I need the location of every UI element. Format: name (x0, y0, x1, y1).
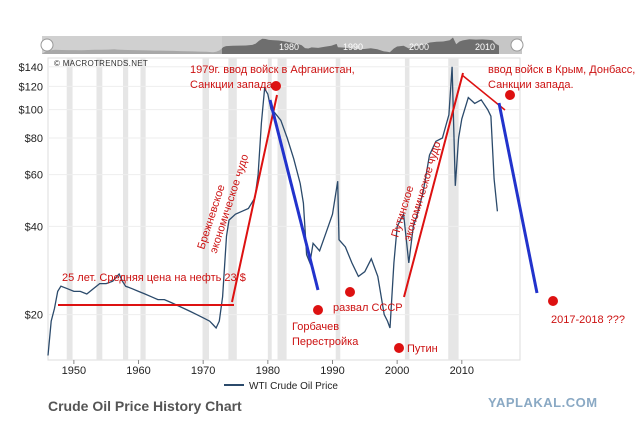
crimea-label-1: ввод войск в Крым, Донбасс, (488, 64, 635, 76)
dot-afganistan (271, 81, 281, 91)
decline-trend-1980s (268, 99, 320, 291)
x-tick-label: 1990 (320, 365, 344, 377)
dot-crimea (505, 90, 515, 100)
y-tick-label: $60 (25, 170, 43, 182)
gorbachev-label-1: Горбачев (292, 321, 339, 333)
x-tick-label: 2000 (385, 365, 409, 377)
navigator-handle-right[interactable] (510, 38, 524, 52)
putin-trend-line (403, 72, 464, 298)
dot-putin (394, 343, 404, 353)
gorbachev-label-2: Перестройка (292, 336, 359, 348)
legend-label: WTI Crude Oil Price (249, 381, 338, 392)
avg-price-label: 25 лет. Средняя цена на нефть 23 $ (62, 272, 246, 284)
y-tick-label: $120 (19, 81, 43, 93)
afgan-label-2: Санкции запада. (190, 79, 276, 91)
x-tick-label: 2010 (450, 365, 474, 377)
recession-band (228, 58, 237, 360)
watermark: YAPLAKAL.COM (488, 395, 598, 410)
nav-tick-1990: 1990 (343, 42, 363, 52)
afgan-label-1: 1979г. ввод войск в Афганистан, (190, 64, 355, 76)
dot-gorbachev (313, 305, 323, 315)
dot-ussr-collapse (345, 287, 355, 297)
ussr-label: развал СССР (333, 302, 403, 314)
putin-dot-label: Путин (407, 343, 438, 355)
y-tick-label: $80 (25, 133, 43, 145)
x-tick-label: 1970 (191, 365, 215, 377)
x-tick-label: 1960 (126, 365, 150, 377)
decline-trend-2014 (497, 102, 539, 294)
brezhnev-trend-line (231, 94, 278, 303)
source-label: © MACROTRENDS.NET (54, 59, 148, 68)
recession-band (404, 58, 410, 360)
y-tick-label: $20 (25, 310, 43, 322)
navigator: 1980 1990 2000 2010 (40, 36, 524, 54)
recession-band (66, 58, 73, 360)
navigator-shade (42, 36, 222, 54)
dot-forecast (548, 296, 558, 306)
legend: WTI Crude Oil Price (224, 381, 338, 392)
navigator-area (42, 37, 499, 54)
x-tick-label: 1980 (256, 365, 280, 377)
recession-band (96, 58, 103, 360)
y-tick-label: $100 (19, 105, 43, 117)
nav-tick-2000: 2000 (409, 42, 429, 52)
y-tick-label: $140 (19, 62, 43, 74)
nav-tick-2010: 2010 (475, 42, 495, 52)
x-axis: 1950 1960 1970 1980 1990 2000 2010 (62, 360, 474, 377)
y-tick-label: $40 (25, 221, 43, 233)
x-tick-label: 1950 (62, 365, 86, 377)
annotations: 25 лет. Средняя цена на нефть 23 $ 1979г… (58, 64, 635, 355)
navigator-handle-left[interactable] (40, 38, 54, 52)
chart-title: Crude Oil Price History Chart (48, 398, 242, 414)
recession-band (140, 58, 146, 360)
recession-band (448, 58, 459, 360)
nav-tick-1980: 1980 (279, 42, 299, 52)
recession-band (277, 58, 287, 360)
y-axis: $20 $40 $60 $80 $100 $120 $140 (19, 62, 43, 322)
forecast-label: 2017-2018 ??? (551, 314, 625, 326)
recession-band (202, 58, 209, 360)
crimea-label-2: Санкции запада. (488, 79, 574, 91)
recession-band (123, 58, 129, 360)
recession-band (267, 58, 272, 360)
